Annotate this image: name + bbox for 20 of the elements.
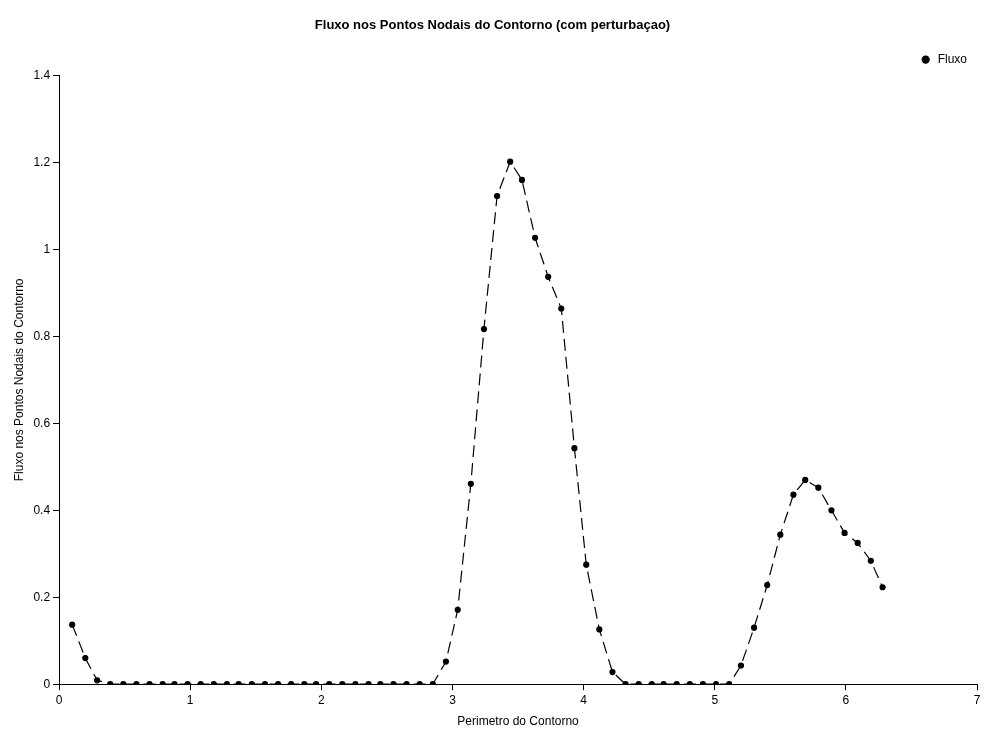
x-tick-label: 0 (55, 692, 63, 707)
y-tick-label: 0 (43, 676, 51, 691)
y-tick-label: 0.4 (33, 502, 51, 517)
y-tick-label: 1 (43, 241, 51, 256)
y-tick-label: 0.2 (33, 589, 51, 604)
chart-title: Fluxo nos Pontos Nodais do Contorno (com perturbaçao) (314, 17, 671, 33)
y-tick-label: 1.4 (33, 67, 51, 82)
x-tick-label: 1 (186, 692, 194, 707)
x-tick-label: 5 (711, 692, 719, 707)
y-axis-title: Fluxo nos Pontos Nodais do Contorno (11, 278, 26, 482)
x-tick-label: 7 (973, 692, 981, 707)
legend-label: Fluxo (937, 51, 968, 66)
y-tick-label: 0.8 (33, 328, 51, 343)
x-tick-label: 3 (449, 692, 457, 707)
x-tick-label: 6 (842, 692, 850, 707)
y-tick-label: 1.2 (33, 154, 51, 169)
x-axis-title: Perimetro do Contorno (457, 714, 580, 729)
x-tick-label: 4 (580, 692, 588, 707)
y-tick-label: 0.6 (33, 415, 51, 430)
x-tick-label: 2 (318, 692, 325, 707)
